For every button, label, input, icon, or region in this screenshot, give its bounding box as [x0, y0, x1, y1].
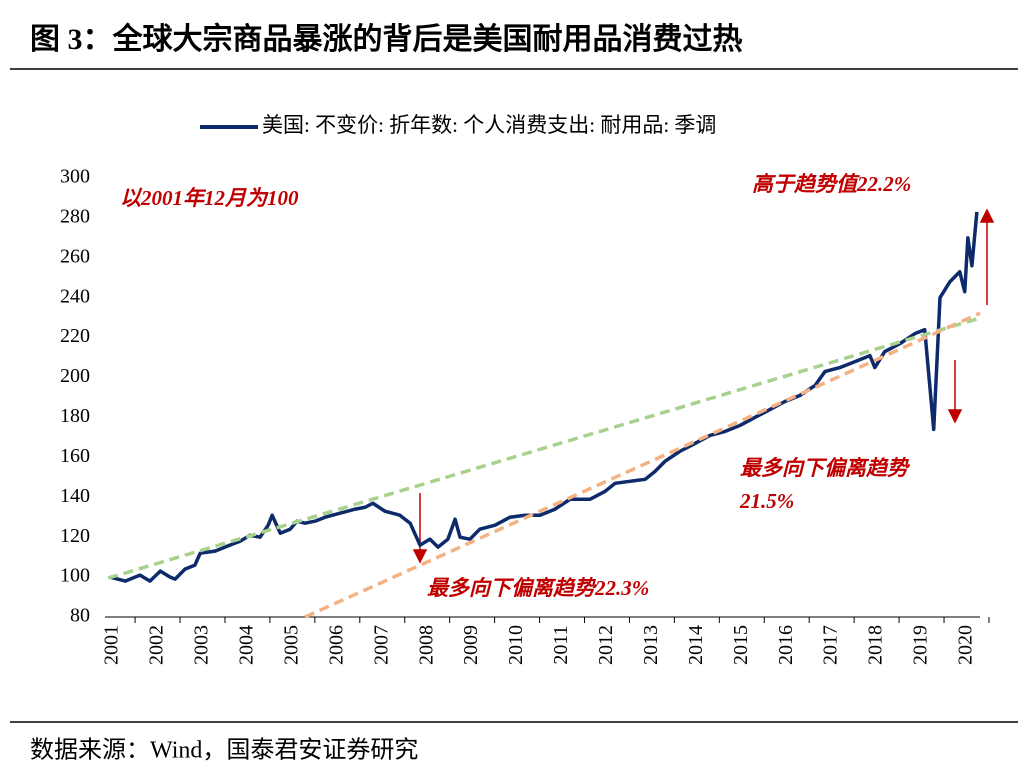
x-tick-label: 2009	[460, 625, 482, 665]
x-tick-label: 2020	[955, 625, 977, 665]
legend-label: 美国: 不变价: 折年数: 个人消费支出: 耐用品: 季调	[262, 113, 716, 137]
chart-title: 图 3：全球大宗商品暴涨的背后是美国耐用品消费过热	[30, 22, 743, 56]
data-line	[109, 211, 979, 583]
x-tick-label: 2007	[370, 625, 392, 665]
x-tick-label: 2013	[640, 625, 662, 665]
x-tick-label: 2017	[820, 625, 842, 665]
x-tick-label: 2004	[236, 625, 258, 665]
x-tick-label: 2019	[910, 625, 932, 665]
x-tick-label: 2006	[325, 625, 347, 665]
x-tick-label: 2002	[146, 625, 168, 665]
source: 数据来源：Wind，国泰君安证券研究	[30, 737, 418, 764]
annotation: 以2001年12月为100	[120, 186, 299, 210]
x-tick-label: 2018	[865, 625, 887, 665]
x-tick-label: 2014	[685, 625, 707, 665]
y-tick-label: 160	[60, 445, 90, 467]
arrows	[412, 208, 995, 564]
y-tick-label: 280	[60, 206, 90, 228]
x-tick-label: 2008	[415, 625, 437, 665]
annotation: 21.5%	[739, 489, 794, 513]
x-tick-label: 2003	[191, 625, 213, 665]
x-tick-label: 2015	[730, 625, 752, 665]
annotation: 最多向下偏离趋势22.3%	[427, 576, 649, 600]
trend-line	[304, 311, 981, 619]
y-tick-label: 200	[60, 365, 90, 387]
y-tick-label: 300	[60, 166, 90, 188]
x-tick-label: 2016	[775, 625, 797, 665]
y-tick-label: 240	[60, 285, 90, 307]
y-tick-label: 140	[60, 485, 90, 507]
annotation: 最多向下偏离趋势	[740, 456, 911, 480]
x-tick-label: 2005	[280, 625, 302, 665]
y-tick-label: 260	[60, 245, 90, 267]
x-tick-label: 2001	[101, 625, 123, 665]
y-tick-label: 180	[60, 405, 90, 427]
y-tick-label: 220	[60, 325, 90, 347]
x-tick-label: 2010	[505, 625, 527, 665]
y-tick-label: 80	[70, 605, 90, 627]
trend-line	[107, 316, 981, 580]
annotation: 高于趋势值22.2%	[752, 172, 911, 196]
x-tick-label: 2012	[595, 625, 617, 665]
x-tick-label: 2011	[550, 625, 572, 664]
y-tick-label: 120	[60, 525, 90, 547]
y-tick-label: 100	[60, 565, 90, 587]
